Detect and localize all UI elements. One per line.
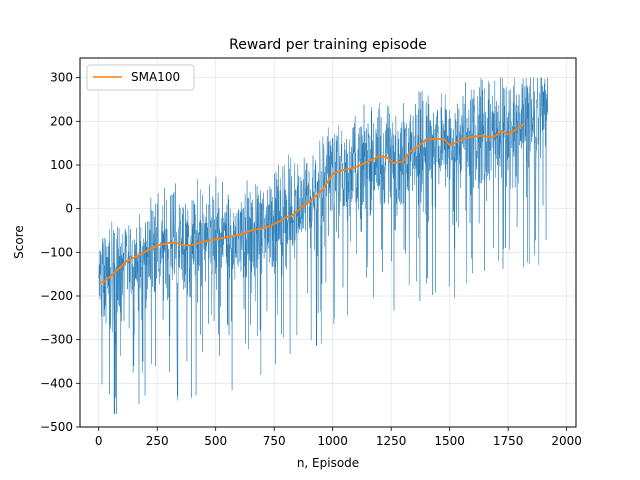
legend: SMA100	[86, 64, 195, 91]
x-tick-label: 1250	[376, 434, 407, 448]
y-tick-label: 100	[50, 158, 73, 172]
plot-frame	[79, 57, 577, 428]
y-tick-label: 300	[50, 71, 73, 85]
x-tick-label: 2000	[551, 434, 582, 448]
sma100-line	[98, 122, 526, 284]
x-tick-label: 0	[95, 434, 103, 448]
raw-score-line	[98, 77, 548, 414]
y-tick-label: −100	[40, 245, 73, 259]
y-tick-label: −300	[40, 333, 73, 347]
legend-box	[86, 64, 195, 91]
legend-label-sma100: SMA100	[131, 70, 180, 84]
y-axis-ticks: −500 −400 −300 −200 −100 0 100 200 300	[40, 71, 80, 434]
y-tick-label: −500	[40, 420, 73, 434]
x-axis-label: n, Episode	[297, 456, 359, 470]
x-tick-label: 1000	[317, 434, 348, 448]
x-tick-label: 250	[146, 434, 169, 448]
x-tick-label: 750	[263, 434, 286, 448]
chart-title: Reward per training episode	[229, 37, 427, 53]
x-tick-label: 1500	[434, 434, 465, 448]
y-tick-label: 0	[65, 202, 73, 216]
sma100-series	[98, 122, 526, 284]
y-tick-label: 200	[50, 114, 73, 128]
x-tick-label: 500	[204, 434, 227, 448]
y-axis-label: Score	[12, 225, 26, 259]
y-tick-label: −200	[40, 289, 73, 303]
raw-score-series	[98, 77, 548, 414]
x-tick-label: 1750	[493, 434, 524, 448]
x-axis-ticks: 0 250 500 750 1000 1250 1500 1750 2000	[95, 427, 582, 448]
y-tick-label: −400	[40, 376, 73, 390]
